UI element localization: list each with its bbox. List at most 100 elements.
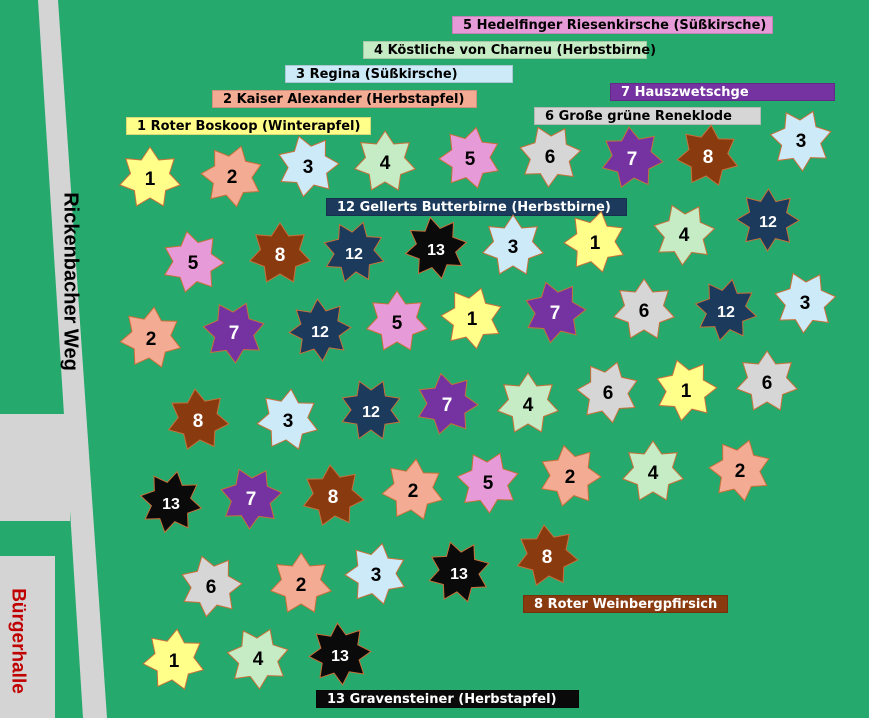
tree-number: 3	[371, 565, 382, 586]
tree-number: 12	[311, 324, 329, 341]
tree-number: 1	[169, 651, 180, 672]
tree-star	[519, 126, 582, 188]
tree-star	[142, 628, 205, 690]
tree-star	[220, 468, 283, 530]
tree-number: 8	[275, 245, 286, 266]
tree-star	[656, 359, 718, 422]
tree-2: 2	[381, 458, 444, 520]
tree-star	[404, 216, 468, 280]
tree-number: 8	[542, 547, 553, 568]
tree-number: 7	[229, 323, 240, 344]
tree-star	[601, 126, 664, 188]
tree-number: 2	[735, 461, 746, 482]
tree-star	[226, 628, 289, 690]
tree-number: 7	[627, 149, 638, 170]
tree-star	[202, 302, 265, 364]
tree-number: 8	[703, 147, 714, 168]
tree-4: 4	[353, 130, 417, 191]
tree-star	[653, 204, 716, 266]
tree-star	[288, 298, 352, 362]
tree-star	[365, 290, 429, 351]
tree-number: 7	[550, 303, 561, 324]
tree-star	[428, 541, 490, 603]
tree-number: 4	[648, 463, 659, 484]
tree-star	[612, 278, 676, 339]
tree-star	[119, 306, 182, 368]
tree-7: 7	[220, 468, 283, 530]
tree-1: 1	[142, 628, 205, 690]
tree-2: 2	[540, 444, 602, 507]
legend-label-8: 8 Roter Weinbergpfirsich	[523, 595, 728, 613]
legend-label-1: 1 Roter Boskoop (Winterapfel)	[126, 117, 371, 135]
tree-number: 5	[483, 473, 494, 494]
tree-star	[774, 272, 837, 334]
tree-number: 6	[545, 147, 556, 168]
tree-2: 2	[269, 552, 333, 613]
tree-number: 1	[467, 309, 478, 330]
tree-star	[256, 388, 319, 450]
tree-8: 8	[676, 124, 739, 186]
tree-star	[496, 372, 560, 433]
tree-13: 13	[428, 541, 490, 603]
tree-number: 3	[800, 293, 811, 314]
tree-6: 6	[519, 126, 582, 188]
tree-star	[248, 222, 312, 283]
tree-12: 12	[288, 298, 352, 362]
tree-number: 2	[296, 575, 307, 596]
tree-1: 1	[563, 210, 625, 273]
tree-4: 4	[496, 372, 560, 433]
tree-5: 5	[456, 452, 519, 514]
tree-star	[540, 444, 602, 507]
tree-number: 5	[392, 313, 403, 334]
tree-star	[341, 380, 401, 440]
tree-star	[769, 110, 832, 172]
legend-label-4: 4 Köstliche von Charneu (Herbstbirne)	[363, 41, 656, 59]
tree-number: 6	[762, 373, 773, 394]
tree-star	[481, 214, 545, 275]
tree-12: 12	[694, 278, 758, 342]
tree-7: 7	[202, 302, 265, 364]
tree-number: 7	[246, 489, 257, 510]
tree-8: 8	[248, 222, 312, 283]
tree-star	[278, 135, 340, 198]
tree-13: 13	[139, 470, 203, 534]
tree-star	[302, 464, 365, 526]
road-vertical	[38, 0, 107, 718]
tree-4: 4	[226, 628, 289, 690]
legend-label-12: 12 Gellerts Butterbirne (Herbstbirne)	[326, 198, 627, 216]
tree-number: 13	[331, 648, 349, 665]
road-horizontal	[0, 414, 70, 521]
tree-star	[621, 440, 685, 501]
tree-number: 3	[508, 237, 519, 258]
tree-3: 3	[769, 110, 832, 172]
tree-8: 8	[167, 388, 230, 450]
tree-13: 13	[404, 216, 468, 280]
tree-12: 12	[341, 380, 401, 440]
tree-3: 3	[278, 135, 340, 198]
tree-star	[440, 287, 502, 350]
tree-7: 7	[525, 281, 587, 344]
tree-star	[200, 145, 262, 208]
tree-6: 6	[181, 555, 243, 618]
tree-6: 6	[612, 278, 676, 339]
tree-13: 13	[308, 622, 372, 686]
tree-number: 13	[427, 242, 445, 259]
tree-number: 5	[465, 149, 476, 170]
tree-1: 1	[656, 359, 718, 422]
tree-5: 5	[365, 290, 429, 351]
tree-number: 3	[796, 131, 807, 152]
building-strip	[0, 556, 55, 718]
tree-5: 5	[438, 126, 500, 189]
legend-label-5: 5 Hedelfinger Riesenkirsche (Süßkirsche)	[452, 16, 773, 34]
tree-star	[417, 372, 479, 435]
tree-4: 4	[653, 204, 716, 266]
tree-1: 1	[440, 287, 502, 350]
tree-number: 1	[681, 381, 692, 402]
tree-4: 4	[621, 440, 685, 501]
tree-star	[308, 622, 372, 686]
tree-12: 12	[323, 221, 385, 283]
tree-3: 3	[344, 542, 406, 605]
tree-2: 2	[200, 145, 262, 208]
tree-star	[323, 221, 385, 283]
tree-star	[676, 124, 739, 186]
